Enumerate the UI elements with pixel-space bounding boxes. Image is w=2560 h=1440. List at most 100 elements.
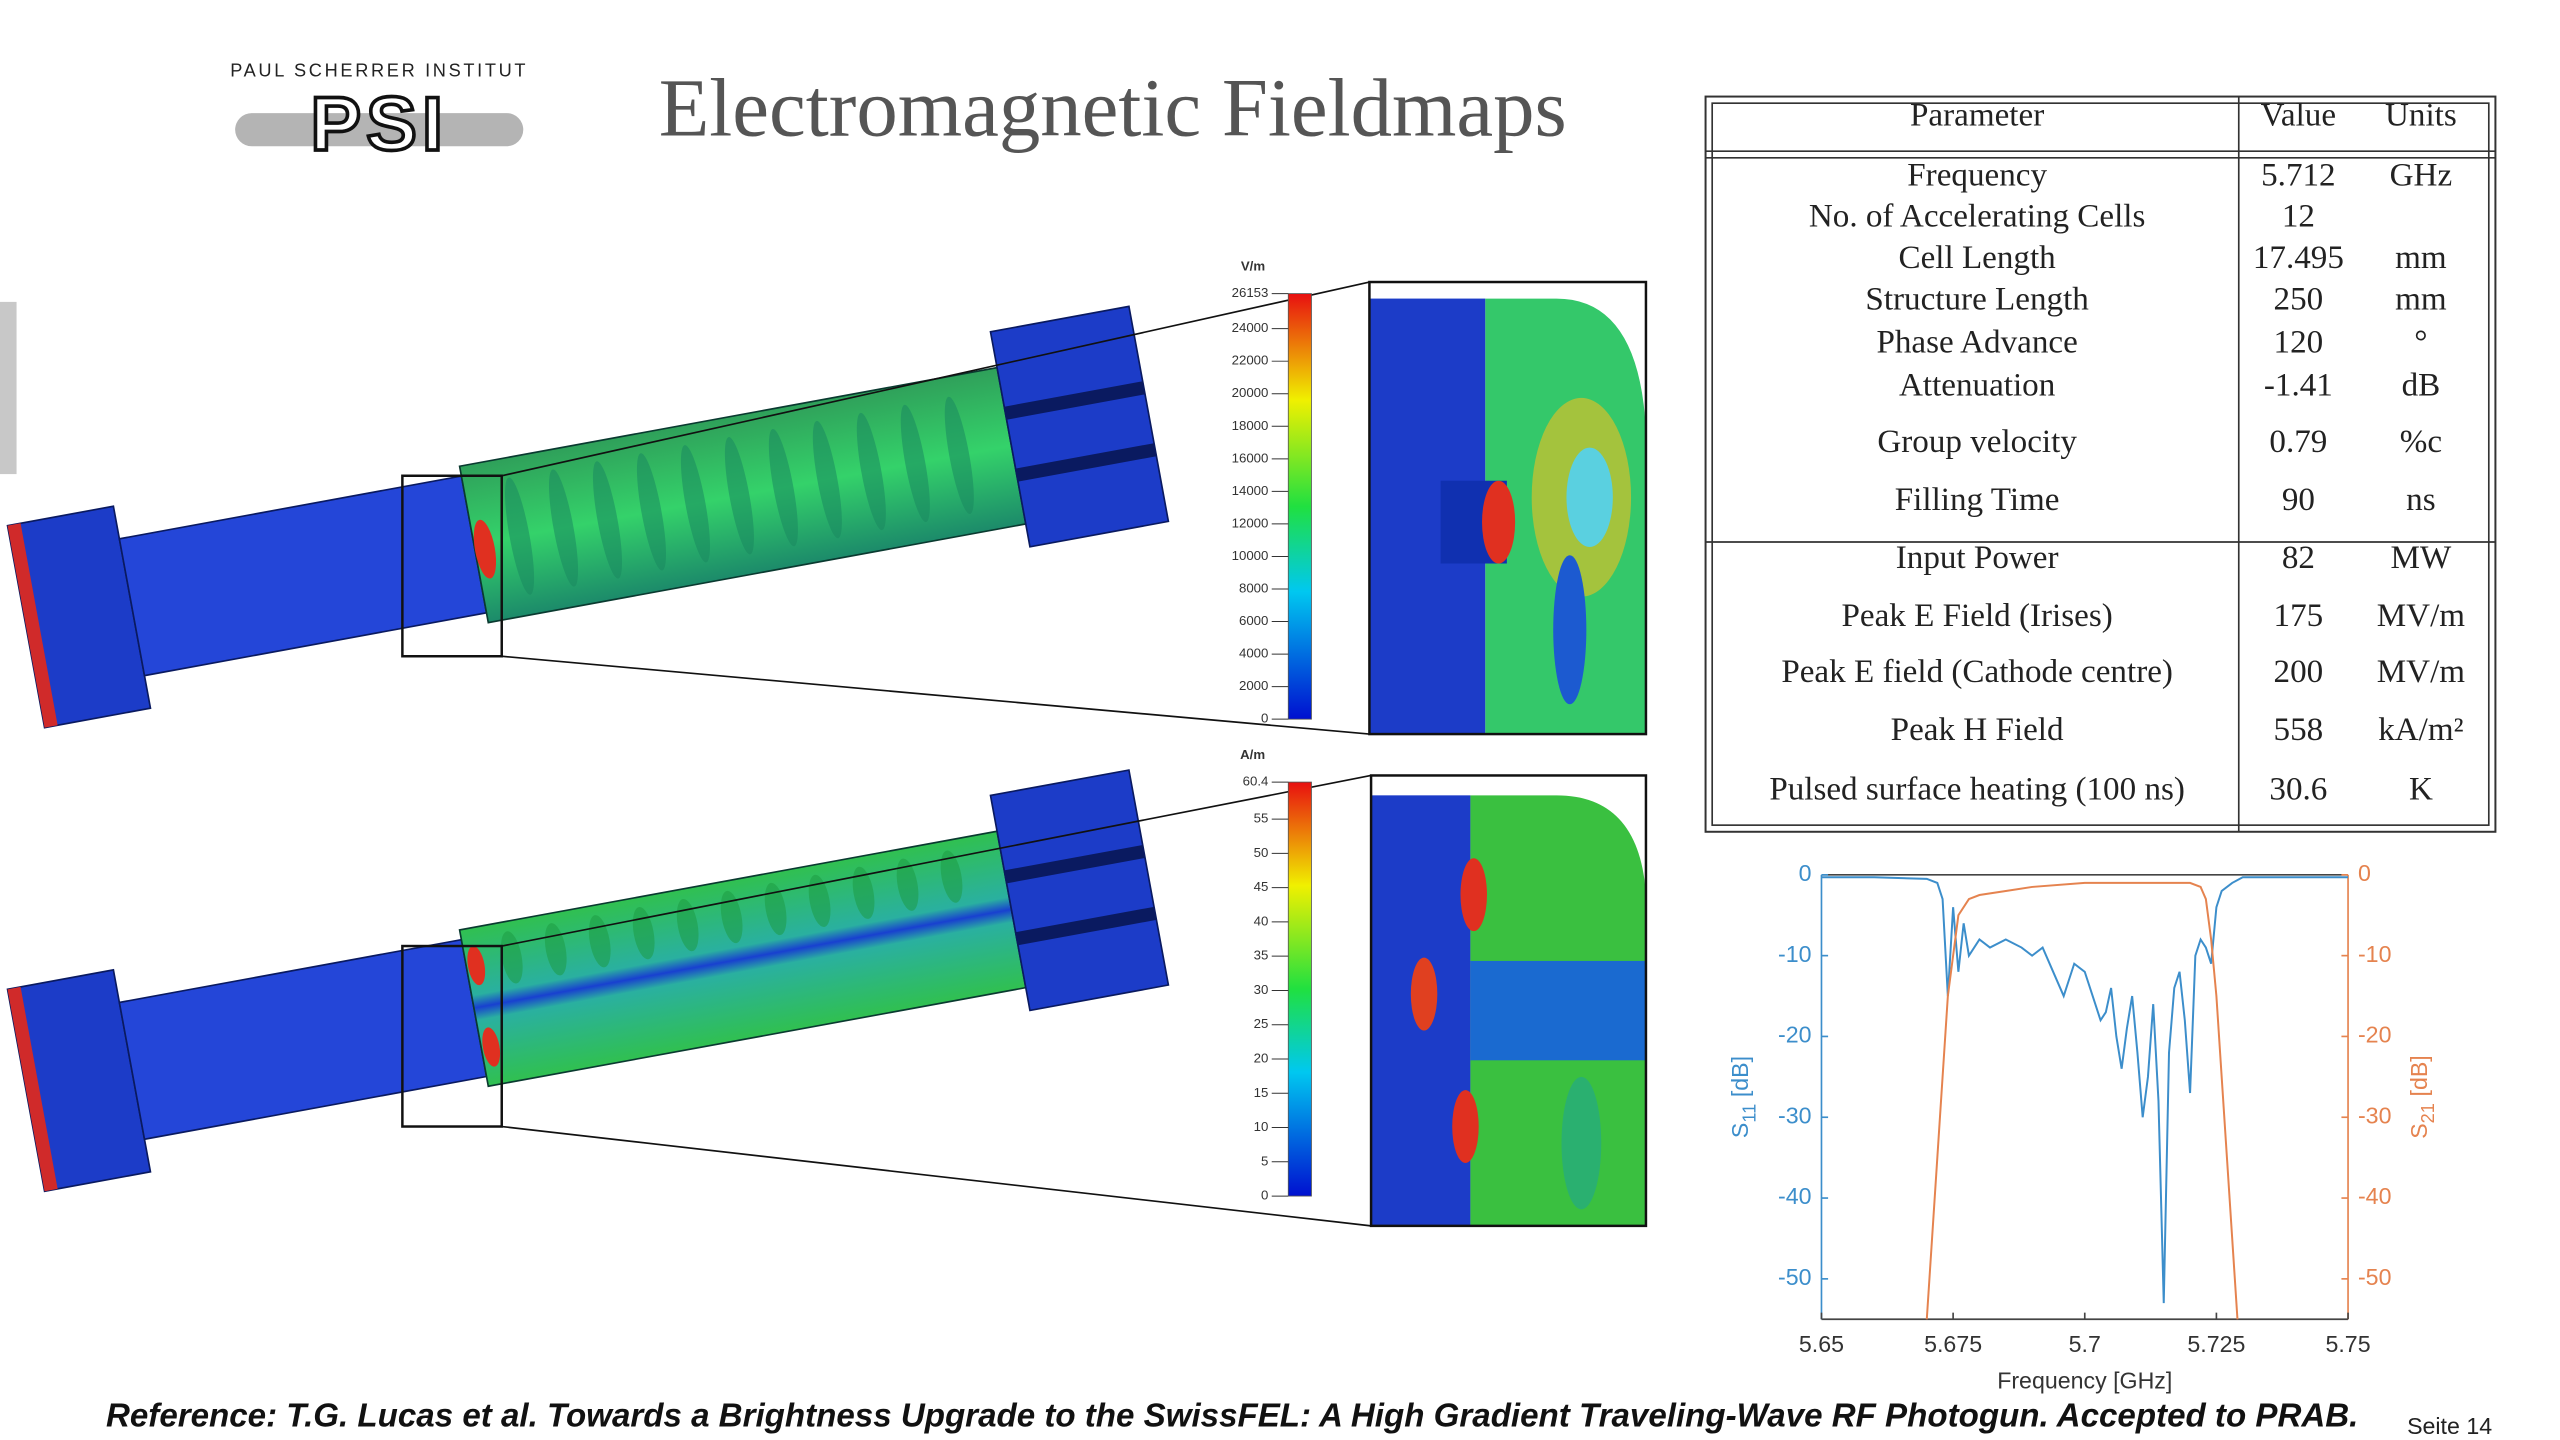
colorbar-tick-label: 24000 (1232, 320, 1269, 335)
colorbar-tick-label: 35 (1254, 948, 1269, 963)
y2-tick-label: -40 (2358, 1183, 2391, 1209)
colorbar-unit: V/m (1241, 259, 1265, 274)
label-symbol: S (1727, 1123, 1753, 1138)
table-cell: -1.41 (2264, 367, 2333, 404)
y-axis-label: S21 [dB] (2406, 1055, 2438, 1139)
colorbar-tick-label: 26153 (1232, 285, 1269, 300)
zoom-line (501, 655, 1370, 735)
table-cell: Cell Length (1899, 239, 2057, 276)
colorbar (1287, 781, 1312, 1197)
table-cell: Group velocity (1877, 423, 2077, 460)
y2-tick-label: -20 (2358, 1022, 2391, 1048)
colorbar-tick-label: 18000 (1232, 418, 1269, 433)
table-header: Parameter (1910, 97, 2044, 134)
colorbar-tick-label: 40 (1254, 913, 1269, 928)
colorbar-tick-label: 20000 (1232, 385, 1269, 400)
x-tick-label: 5.65 (1799, 1331, 1844, 1357)
table-cell: ns (2406, 481, 2435, 518)
side-tab (0, 301, 17, 475)
label-unit: [dB] (1727, 1056, 1753, 1097)
parameter-table: Parameter Value Units Frequency 5.712 GHz No. … (1704, 95, 2497, 833)
colorbar-tick-label: 60.4 (1243, 774, 1269, 789)
table-cell: mm (2395, 239, 2447, 276)
table-cell: 250 (2274, 280, 2324, 317)
table-cell: 558 (2274, 711, 2324, 748)
table-cell: Pulsed surface heating (100 ns) (1769, 771, 2185, 808)
table-cell: Input Power (1896, 539, 2059, 576)
table-cell: 90 (2282, 481, 2315, 518)
y2-tick-label: -10 (2358, 941, 2391, 967)
institute-name: PAUL SCHERRER INSTITUT (230, 61, 528, 81)
zoom-line (501, 281, 1370, 477)
zoom-line (501, 774, 1372, 947)
x-axis-label: Frequency [GHz] (1997, 1367, 2172, 1393)
table-cell: %c (2400, 423, 2442, 460)
efield-render (6, 305, 1170, 729)
colorbars: V/m2615324000220002000018000160001400012… (1232, 259, 1312, 1203)
table-cell: 30.6 (2269, 771, 2327, 808)
table-cell: 12 (2282, 198, 2315, 235)
label-subscript: 11 (1739, 1104, 1759, 1123)
table-cell: ° (2414, 324, 2427, 361)
table-cell: kA/m² (2378, 711, 2463, 748)
y-tick-label: 0 (1799, 860, 1812, 886)
y-tick-label: -30 (1778, 1102, 1811, 1128)
table-cell: No. of Accelerating Cells (1809, 198, 2146, 235)
colorbar-tick-label: 55 (1254, 811, 1269, 826)
table-cell: 0.79 (2269, 423, 2327, 460)
series-line (1821, 876, 2349, 1304)
zoom-frame (1368, 280, 1648, 736)
y-tick-label: -10 (1778, 941, 1811, 967)
colorbar-tick-label: 12000 (1232, 515, 1269, 530)
table-cell: Peak E Field (Irises) (1842, 597, 2113, 634)
colorbar-tick-label: 50 (1254, 845, 1269, 860)
slide-title: Electromagnetic Fieldmaps (659, 61, 1567, 153)
table-cell: Filling Time (1895, 481, 2060, 518)
zoom-box (401, 944, 503, 1128)
y-tick-label: -40 (1778, 1183, 1811, 1209)
y2-tick-label: -50 (2358, 1264, 2391, 1290)
colorbar-tick-label: 10000 (1232, 548, 1269, 563)
table-cell: 82 (2282, 539, 2315, 576)
colorbar-tick-label: 0 (1261, 1188, 1268, 1203)
table-cell: K (2409, 771, 2433, 808)
y-axis-label: S11 [dB] (1727, 1056, 1759, 1138)
x-tick-label: 5.7 (2069, 1331, 2101, 1357)
y2-tick-label: 0 (2358, 860, 2371, 886)
colorbar-tick-label: 20 (1254, 1050, 1269, 1065)
table-cell: 120 (2274, 324, 2324, 361)
table-cell: 175 (2274, 597, 2324, 634)
colorbar-tick-label: 14000 (1232, 483, 1269, 498)
series-line (1925, 881, 2239, 1320)
colorbar (1287, 293, 1312, 720)
x-tick-label: 5.725 (2187, 1331, 2245, 1357)
table-cell: Attenuation (1899, 367, 2056, 404)
y2-tick-label: -30 (2358, 1102, 2391, 1128)
s-parameter-chart: 5.65 5.675 5.7 5.725 5.75 0 -10 -20 -30 -40 -50 0 -1… (1727, 860, 2438, 1393)
table-cell: 200 (2274, 653, 2324, 690)
zoom-line (501, 1125, 1372, 1227)
table-cell: MV/m (2377, 597, 2466, 634)
colorbar-tick-label: 16000 (1232, 450, 1269, 465)
table-cell: Peak E field (Cathode centre) (1781, 653, 2173, 690)
logo-bar (235, 113, 524, 147)
colorbar-tick-label: 2000 (1239, 678, 1268, 693)
table-cell: Phase Advance (1876, 324, 2077, 361)
colorbar-tick-label: 25 (1254, 1016, 1269, 1031)
table-header: Units (2385, 97, 2457, 134)
table-cell: Peak H Field (1891, 711, 2064, 748)
hfield-render (6, 769, 1170, 1193)
colorbar-tick-label: 30 (1254, 982, 1269, 997)
label-unit: [dB] (2406, 1055, 2432, 1096)
colorbar-tick-label: 15 (1254, 1085, 1269, 1100)
colorbar-unit: A/m (1240, 747, 1265, 762)
page-number: Seite 14 (2407, 1413, 2492, 1439)
y-tick-label: -20 (1778, 1022, 1811, 1048)
table-header: Value (2261, 97, 2336, 134)
colorbar-tick-label: 10 (1254, 1119, 1269, 1134)
table-cell: MV/m (2377, 653, 2466, 690)
table-cell: GHz (2390, 156, 2453, 193)
table-cell: MW (2391, 539, 2452, 576)
